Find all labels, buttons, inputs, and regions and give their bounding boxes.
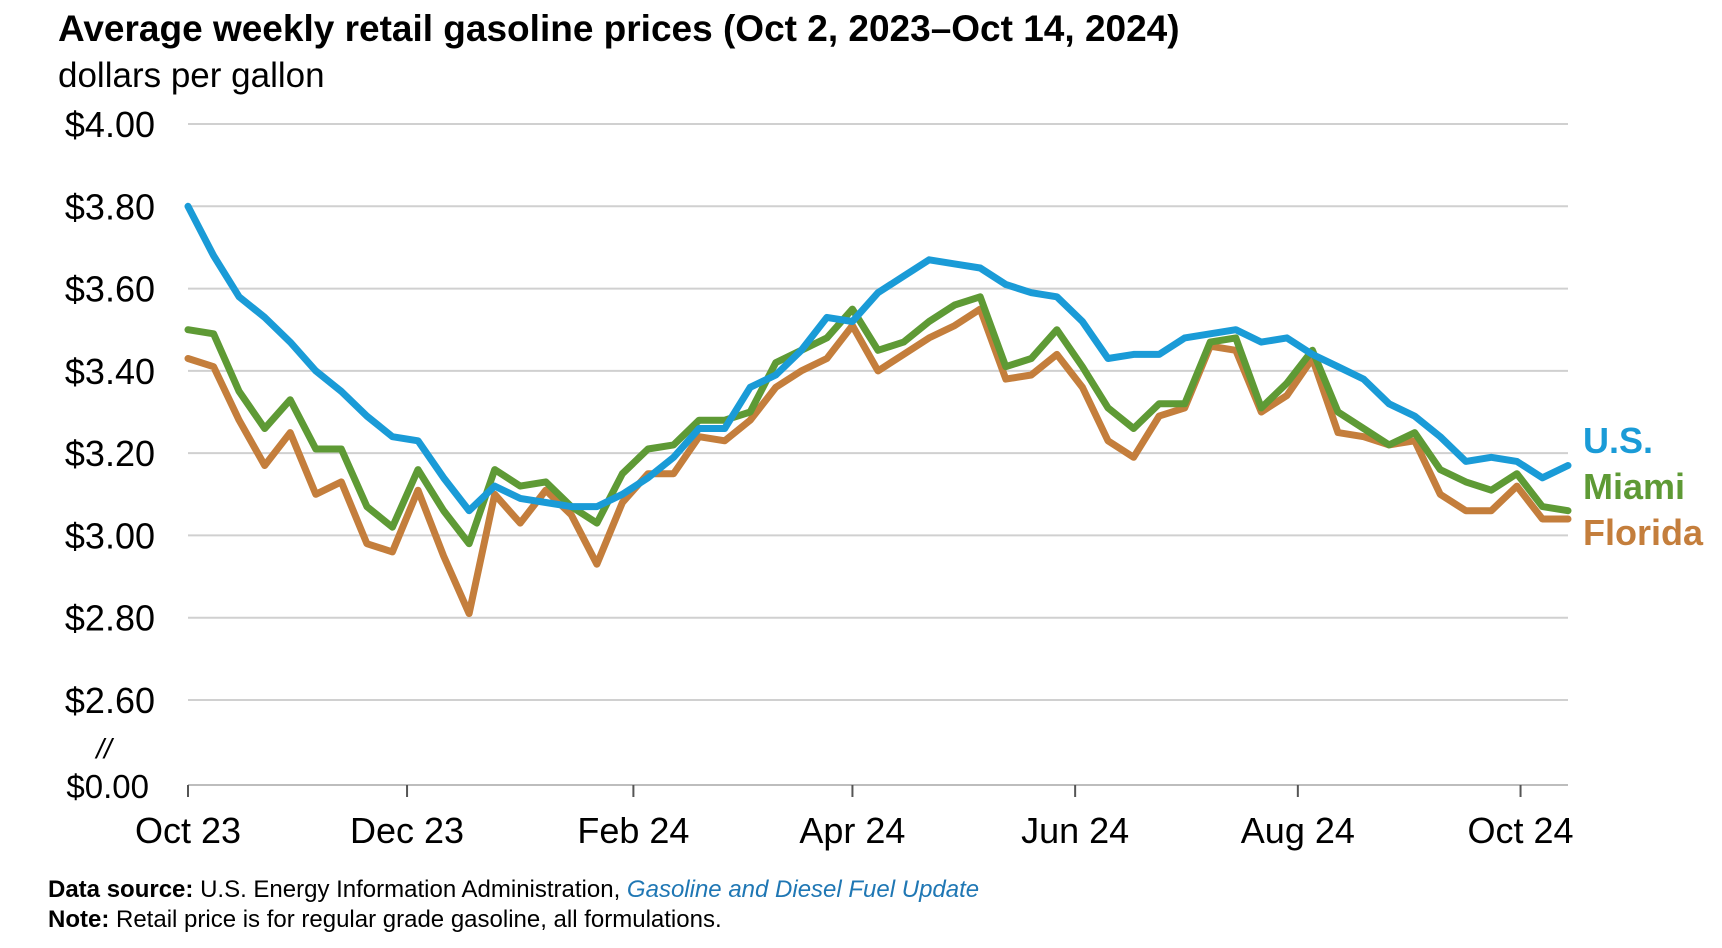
y-tick-label: $4.00	[65, 104, 155, 145]
x-tick-label: Jun 24	[1021, 810, 1129, 851]
y-tick-label: $3.00	[65, 515, 155, 556]
note-label: Note:	[48, 906, 110, 933]
series-end-labels: Florida Miami U.S.	[1583, 420, 1704, 553]
chart-title: Average weekly retail gasoline prices (O…	[58, 8, 1180, 49]
y-tick-label: $2.60	[65, 680, 155, 721]
x-tick-label: Aug 24	[1241, 810, 1355, 851]
y-tick-label: $3.80	[65, 186, 155, 227]
gridlines	[188, 123, 1568, 701]
y-tick-label: $3.60	[65, 269, 155, 310]
series-line-florida	[184, 305, 1572, 618]
x-tick-label: Dec 23	[350, 810, 464, 851]
y-tick-label: $3.20	[65, 433, 155, 474]
data-source-text: U.S. Energy Information Administration,	[200, 876, 621, 903]
series-label-florida: Florida	[1583, 512, 1704, 553]
y-tick-label: $3.40	[65, 351, 155, 392]
x-tick-label: Apr 24	[799, 810, 905, 851]
series-label-miami: Miami	[1583, 466, 1685, 507]
x-tick-label: Oct 24	[1468, 810, 1574, 851]
y-axis-break: //	[94, 733, 115, 764]
series-label-us: U.S.	[1583, 420, 1653, 461]
series-line-miami	[184, 293, 1572, 548]
note-text: Retail price is for regular grade gasoli…	[116, 906, 722, 933]
chart-subtitle: dollars per gallon	[58, 56, 325, 95]
x-tick-label: Feb 24	[577, 810, 689, 851]
y-tick-label-zero: $0.00	[66, 768, 149, 805]
series-line-us	[184, 202, 1572, 515]
axes: $4.00 $3.80 $3.60 $3.40 $3.20 $3.00 $2.80 $2.60…	[65, 104, 1574, 851]
y-tick-label: $2.80	[65, 598, 155, 639]
x-tick-label: Oct 23	[135, 810, 241, 851]
retail-price-note: Note: Retail price is for regular grade …	[48, 906, 722, 934]
data-source-label: Data source:	[48, 876, 194, 903]
data-source-link[interactable]: Gasoline and Diesel Fuel Update	[626, 876, 980, 903]
data-source-note: Data source: U.S. Energy Information Adm…	[48, 876, 979, 904]
series-lines	[184, 202, 1572, 618]
